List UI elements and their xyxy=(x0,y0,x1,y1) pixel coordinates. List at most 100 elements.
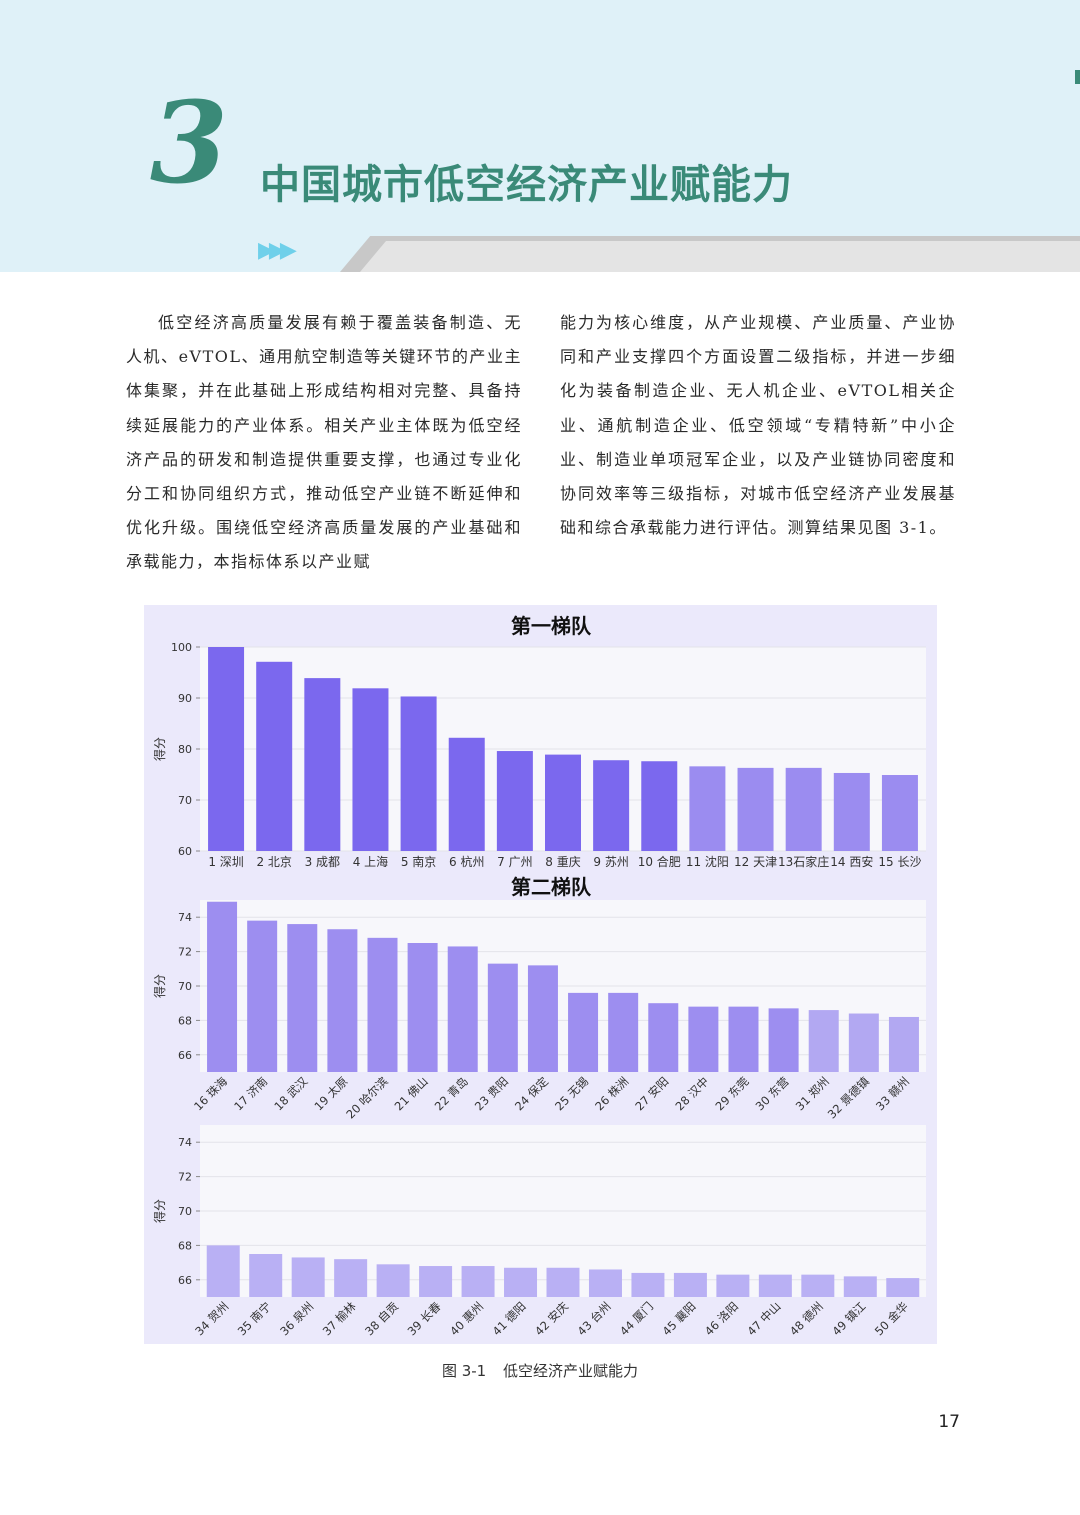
x-tick-label: 32 景德镇 xyxy=(825,1074,873,1122)
triple-arrow-icon: ▶▶▶ xyxy=(258,238,297,263)
x-tick-label: 37 榆林 xyxy=(320,1299,359,1338)
bar xyxy=(785,767,822,851)
x-tick-label: 5 南京 xyxy=(401,854,436,869)
y-tick-label: 100 xyxy=(171,641,192,654)
x-tick-label: 17 济南 xyxy=(231,1074,270,1113)
bar-chart-svg: 60 70 80 90 100 得分 第一梯队 1 深圳 2 北京 3 成都 4 上海 5 南京 6 杭… xyxy=(152,614,926,1338)
body-column-left: 低空经济高质量发展有赖于覆盖装备制造、无人机、eVTOL、通用航空制造等关键环节… xyxy=(126,306,522,580)
bar xyxy=(881,775,918,851)
y-tick-label: 68 xyxy=(178,1239,192,1252)
header-light-stripe xyxy=(360,241,1080,272)
bar xyxy=(758,1274,792,1297)
x-tick-label: 26 株洲 xyxy=(592,1074,631,1113)
bar xyxy=(367,937,398,1072)
y-tick-label: 66 xyxy=(178,1274,192,1287)
y-tick-label: 74 xyxy=(178,911,192,924)
bar xyxy=(487,963,518,1072)
y-tick-label: 66 xyxy=(178,1049,192,1062)
y-tick-label: 72 xyxy=(178,1171,192,1184)
y-axis-label: 得分 xyxy=(152,974,167,998)
y-tick-label: 70 xyxy=(178,980,192,993)
figure-caption-label: 图 3-1 xyxy=(441,1362,487,1380)
bar xyxy=(407,943,438,1072)
bar xyxy=(688,1006,719,1072)
bar xyxy=(247,920,278,1072)
x-tick-label: 46 洛阳 xyxy=(702,1299,741,1338)
x-tick-label: 39 长春 xyxy=(405,1299,444,1338)
x-tick-label: 15 长沙 xyxy=(878,855,921,869)
bar xyxy=(352,688,389,851)
bar xyxy=(641,761,678,851)
y-tick-label: 68 xyxy=(178,1014,192,1027)
bar xyxy=(886,1278,920,1297)
x-tick-label: 14 西安 xyxy=(830,854,873,869)
bar xyxy=(801,1274,835,1297)
body-paragraph-left: 低空经济高质量发展有赖于覆盖装备制造、无人机、eVTOL、通用航空制造等关键环节… xyxy=(126,313,522,572)
x-tick-label: 1 深圳 xyxy=(208,855,243,869)
y-tick-label: 72 xyxy=(178,946,192,959)
bar xyxy=(588,1269,622,1297)
x-tick-label: 12 天津 xyxy=(734,855,777,869)
bar xyxy=(808,1010,839,1072)
chart-panel-1: 60 70 80 90 100 得分 第一梯队 1 深圳 2 北京 3 成都 4 上海 5 南京 6 杭… xyxy=(152,614,926,869)
bar xyxy=(843,1276,877,1297)
y-tick-label: 90 xyxy=(178,692,192,705)
body-column-right: 能力为核心维度，从产业规模、产业质量、产业协同和产业支撑四个方面设置二级指标，并… xyxy=(560,306,956,545)
x-tick-label: 8 重庆 xyxy=(545,855,580,869)
x-tick-label: 29 东莞 xyxy=(713,1074,752,1113)
bar xyxy=(648,1003,679,1072)
x-tick-label: 2 北京 xyxy=(256,855,291,869)
bar xyxy=(737,767,774,851)
x-tick-label: 43 台州 xyxy=(574,1299,613,1338)
figure-caption-text: 低空经济产业赋能力 xyxy=(503,1362,639,1380)
x-tick-label: 23 贵阳 xyxy=(472,1074,511,1113)
bar xyxy=(716,1274,750,1297)
bar xyxy=(768,1008,799,1072)
bar xyxy=(728,1006,759,1072)
bar xyxy=(593,760,630,851)
bar xyxy=(568,992,599,1072)
chart-title: 第一梯队 xyxy=(511,614,592,638)
x-tick-label: 45 襄阳 xyxy=(659,1299,698,1338)
bar xyxy=(208,647,245,851)
edge-tab-mark xyxy=(1075,70,1080,84)
x-tick-label: 49 镇江 xyxy=(829,1299,868,1338)
chapter-title: 中国城市低空经济产业赋能力 xyxy=(260,161,793,208)
x-tick-label: 35 南宁 xyxy=(235,1299,274,1338)
x-tick-label: 36 泉州 xyxy=(277,1299,316,1338)
bar xyxy=(447,946,478,1072)
y-tick-label: 74 xyxy=(178,1136,192,1149)
x-tick-label: 34 贺州 xyxy=(192,1299,231,1338)
bar xyxy=(833,772,870,851)
x-tick-label: 3 成都 xyxy=(305,855,340,869)
x-tick-label: 30 东营 xyxy=(753,1074,792,1113)
x-tick-label: 9 苏州 xyxy=(593,855,628,869)
figure-3-1: 60 70 80 90 100 得分 第一梯队 1 深圳 2 北京 3 成都 4 上海 5 南京 6 杭… xyxy=(144,605,937,1344)
bar xyxy=(546,1267,580,1297)
bar xyxy=(376,1264,410,1297)
bar xyxy=(496,751,533,851)
y-tick-label: 70 xyxy=(178,794,192,807)
bar xyxy=(631,1272,665,1297)
x-tick-label: 31 郑州 xyxy=(793,1074,832,1113)
bar xyxy=(461,1266,495,1297)
x-tick-label: 18 武汉 xyxy=(271,1074,310,1113)
x-tick-label: 11 沈阳 xyxy=(686,854,729,869)
x-tick-label: 38 自贡 xyxy=(362,1299,401,1338)
chapter-number: 3 xyxy=(150,78,228,209)
bar xyxy=(327,929,358,1072)
bar xyxy=(291,1257,325,1297)
bar xyxy=(848,1013,879,1072)
chart-title: 第二梯队 xyxy=(511,875,592,899)
x-tick-label: 6 杭州 xyxy=(449,854,484,869)
x-tick-label: 10 合肥 xyxy=(638,854,681,869)
x-tick-label: 41 德阳 xyxy=(490,1299,529,1338)
bar xyxy=(888,1016,919,1072)
x-tick-label: 44 厦门 xyxy=(617,1299,656,1338)
x-tick-label: 48 德州 xyxy=(787,1299,826,1338)
bar xyxy=(673,1272,707,1297)
x-tick-label: 24 保定 xyxy=(512,1074,551,1113)
bar xyxy=(608,992,639,1072)
x-tick-label: 13石家庄 xyxy=(778,854,829,869)
